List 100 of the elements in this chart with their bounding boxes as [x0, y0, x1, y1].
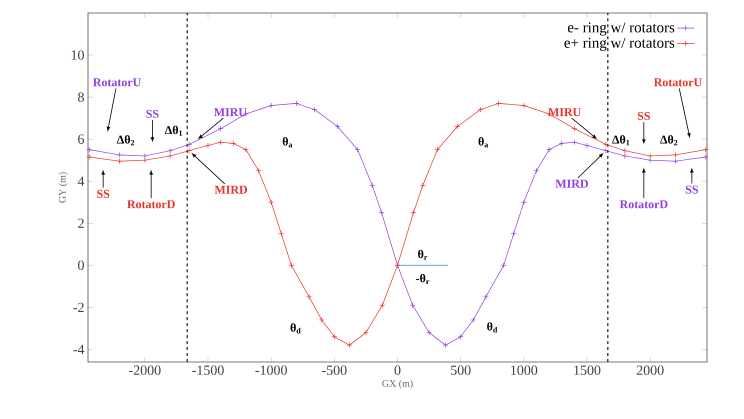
point [230, 140, 236, 146]
y-tick-label: 6 [78, 134, 84, 144]
annotation: RotatorD [127, 200, 175, 208]
x-tick-label: -1000 [255, 366, 287, 375]
annotation: RotatorU [93, 78, 141, 86]
legend-label: e- ring w/ rotators [568, 22, 674, 36]
point [603, 142, 609, 148]
point [142, 153, 148, 159]
point [256, 168, 262, 174]
annotation: SS [638, 112, 650, 120]
point [458, 334, 464, 340]
annotation: θ$_{d}$ [290, 323, 301, 334]
annotation: Δθ$_{1}$ [612, 135, 630, 146]
point [546, 146, 552, 152]
point [363, 330, 369, 336]
point [318, 317, 325, 323]
point [420, 182, 426, 188]
x-tick-label: -2000 [129, 366, 161, 375]
y-tick-label: 0 [78, 260, 84, 270]
y-axis-title: GY (m) [58, 172, 68, 203]
point [672, 152, 678, 158]
point [380, 302, 386, 308]
point [218, 139, 224, 146]
point [584, 142, 590, 148]
point [558, 140, 565, 146]
y-tick-label: 10 [72, 50, 84, 60]
annotation: MIRU [548, 108, 581, 116]
point [647, 157, 653, 164]
x-axis-title: GX (m) [382, 380, 413, 389]
point [369, 182, 376, 188]
x-tick-label: 2000 [636, 366, 664, 375]
annotation: -θ$_{r}$ [416, 274, 430, 284]
point [346, 342, 352, 348]
y-tick-label: -2 [73, 302, 84, 312]
annotation: θ$_{r}$ [418, 250, 428, 260]
point [426, 330, 432, 336]
annotation: RotatorD [620, 200, 668, 208]
x-tick-label: 1000 [511, 366, 538, 375]
point [268, 102, 274, 108]
point [116, 158, 122, 164]
point [278, 230, 284, 237]
point [268, 199, 274, 206]
point [496, 100, 502, 106]
point [205, 142, 211, 148]
annotation: θ$_{a}$ [282, 137, 292, 148]
x-tick-label: -500 [322, 366, 347, 375]
point [534, 168, 540, 174]
point [672, 158, 678, 164]
point [572, 139, 578, 146]
point [622, 153, 628, 159]
point [470, 317, 476, 323]
x-tick-label: 500 [451, 366, 471, 375]
point [167, 148, 173, 154]
y-tick-label: 4 [78, 176, 84, 186]
point [332, 334, 338, 340]
point [510, 230, 517, 237]
y-tick-label: 8 [78, 92, 84, 102]
annotation: RotatorU [654, 78, 702, 86]
annotation: Δθ$_{2}$ [660, 135, 678, 146]
point [312, 106, 318, 113]
point [243, 146, 249, 152]
point [572, 126, 578, 132]
legend-label: e+ ring w/ rotators [564, 38, 674, 51]
point [410, 210, 416, 216]
point [603, 148, 609, 154]
y-tick-label: 2 [78, 218, 84, 228]
annotation: MIRD [214, 186, 248, 194]
point [622, 148, 628, 154]
point [218, 126, 224, 132]
point [186, 142, 192, 148]
point [186, 148, 192, 154]
point [378, 210, 384, 216]
point [500, 262, 506, 268]
annotation: θ$_{a}$ [478, 137, 488, 148]
point [294, 100, 300, 106]
point [478, 106, 484, 113]
point [116, 152, 122, 158]
point [520, 102, 527, 108]
point [442, 342, 448, 348]
point [647, 153, 653, 159]
point [306, 294, 312, 300]
x-tick-label: -1500 [192, 366, 224, 375]
point [483, 294, 489, 300]
point [334, 124, 340, 130]
x-tick-label: 0 [394, 366, 400, 375]
annotation: SS [97, 190, 110, 198]
annotation: MIRU [214, 108, 247, 116]
point [410, 302, 416, 308]
x-tick-label: 1500 [574, 366, 600, 375]
point [167, 153, 173, 159]
annotation: Δθ$_{1}$ [164, 126, 182, 136]
annotation: MIRD [556, 180, 588, 188]
point [454, 124, 460, 130]
point [142, 157, 148, 164]
y-tick-label: -4 [73, 344, 84, 354]
annotation: SS [146, 110, 159, 118]
point [288, 262, 294, 268]
annotation: Δθ$_{2}$ [116, 135, 134, 146]
point [354, 146, 360, 152]
annotation: SS [686, 186, 698, 194]
